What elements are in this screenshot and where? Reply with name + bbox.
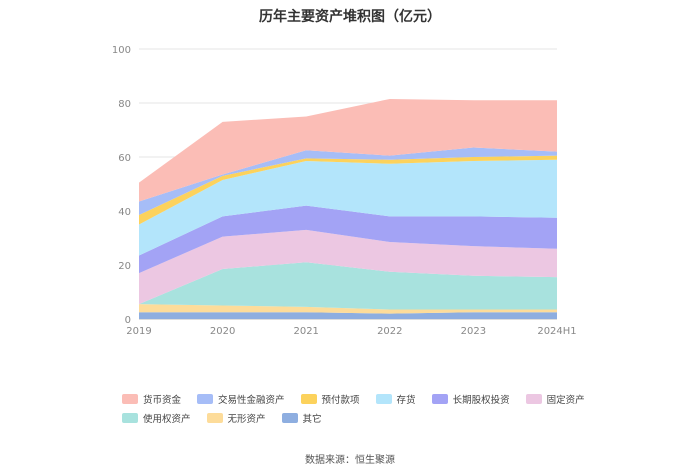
chart-title: 历年主要资产堆积图（亿元） [259, 9, 441, 25]
legend-label: 其它 [302, 413, 322, 425]
area-series-货币资金[interactable] [139, 98, 557, 202]
legend-item[interactable]: 其它 [281, 411, 322, 425]
y-tick-label: 20 [118, 261, 131, 272]
legend: 货币资金 交易性金融资产 预付款项 存货 长期股权投资 固定资产 使用权资产 无形资产 其它 [122, 389, 622, 427]
legend-item[interactable]: 交易性金融资产 [197, 392, 285, 406]
legend-swatch [431, 393, 448, 404]
x-tick-label: 2022 [377, 326, 402, 337]
area-series [139, 98, 557, 319]
area-series-无形资产[interactable] [139, 304, 557, 314]
area-series-预付款项[interactable] [139, 155, 557, 225]
legend-item[interactable]: 无形资产 [206, 411, 266, 425]
legend-item[interactable]: 预付款项 [300, 392, 360, 406]
x-tick-label: 2020 [210, 326, 235, 337]
legend-label: 使用权资产 [143, 413, 191, 425]
legend-row: 货币资金 交易性金融资产 预付款项 存货 长期股权投资 固定资产 [122, 389, 622, 408]
area-series-存货[interactable] [139, 159, 557, 256]
legend-item[interactable]: 货币资金 [122, 392, 181, 406]
legend-swatch [375, 393, 392, 404]
legend-label: 货币资金 [143, 394, 182, 406]
legend-item[interactable]: 存货 [375, 392, 416, 406]
legend-item[interactable]: 固定资产 [525, 392, 585, 406]
legend-row: 使用权资产 无形资产 其它 [122, 408, 622, 427]
legend-label: 交易性金融资产 [218, 394, 285, 406]
area-series-固定资产[interactable] [139, 229, 557, 305]
x-tick-label: 2023 [461, 326, 486, 337]
y-tick-label: 40 [118, 207, 131, 218]
legend-swatch [281, 412, 298, 423]
source-note: 数据来源：恒生聚源 [305, 455, 395, 466]
legend-label: 固定资产 [546, 394, 585, 406]
y-tick-label: 60 [118, 153, 131, 164]
legend-swatch [525, 393, 542, 404]
y-tick-label: 80 [118, 99, 131, 110]
area-series-交易性金融资产[interactable] [139, 147, 557, 216]
legend-label: 长期股权投资 [452, 394, 510, 406]
legend-swatch [206, 412, 223, 423]
legend-swatch [122, 412, 138, 423]
legend-swatch [122, 393, 138, 404]
legend-item[interactable]: 长期股权投资 [431, 392, 510, 406]
area-series-长期股权投资[interactable] [139, 205, 557, 274]
legend-swatch [197, 393, 214, 404]
legend-label: 存货 [396, 394, 416, 406]
axes: 0 20 40 60 80 100 2019 2020 2021 2022 2023 2024H1 [112, 45, 577, 337]
x-tick-label: 2019 [126, 326, 151, 337]
legend-label: 预付款项 [321, 394, 360, 406]
legend-swatch [300, 393, 317, 404]
legend-item[interactable]: 使用权资产 [122, 411, 191, 425]
area-series-使用权资产[interactable] [139, 262, 557, 310]
y-tick-label: 100 [112, 45, 131, 56]
y-tick-label: 0 [125, 315, 131, 326]
legend-label: 无形资产 [227, 413, 266, 425]
x-tick-label: 2024H1 [537, 326, 576, 337]
x-tick-label: 2021 [293, 326, 318, 337]
area-series-其它[interactable] [139, 312, 557, 319]
